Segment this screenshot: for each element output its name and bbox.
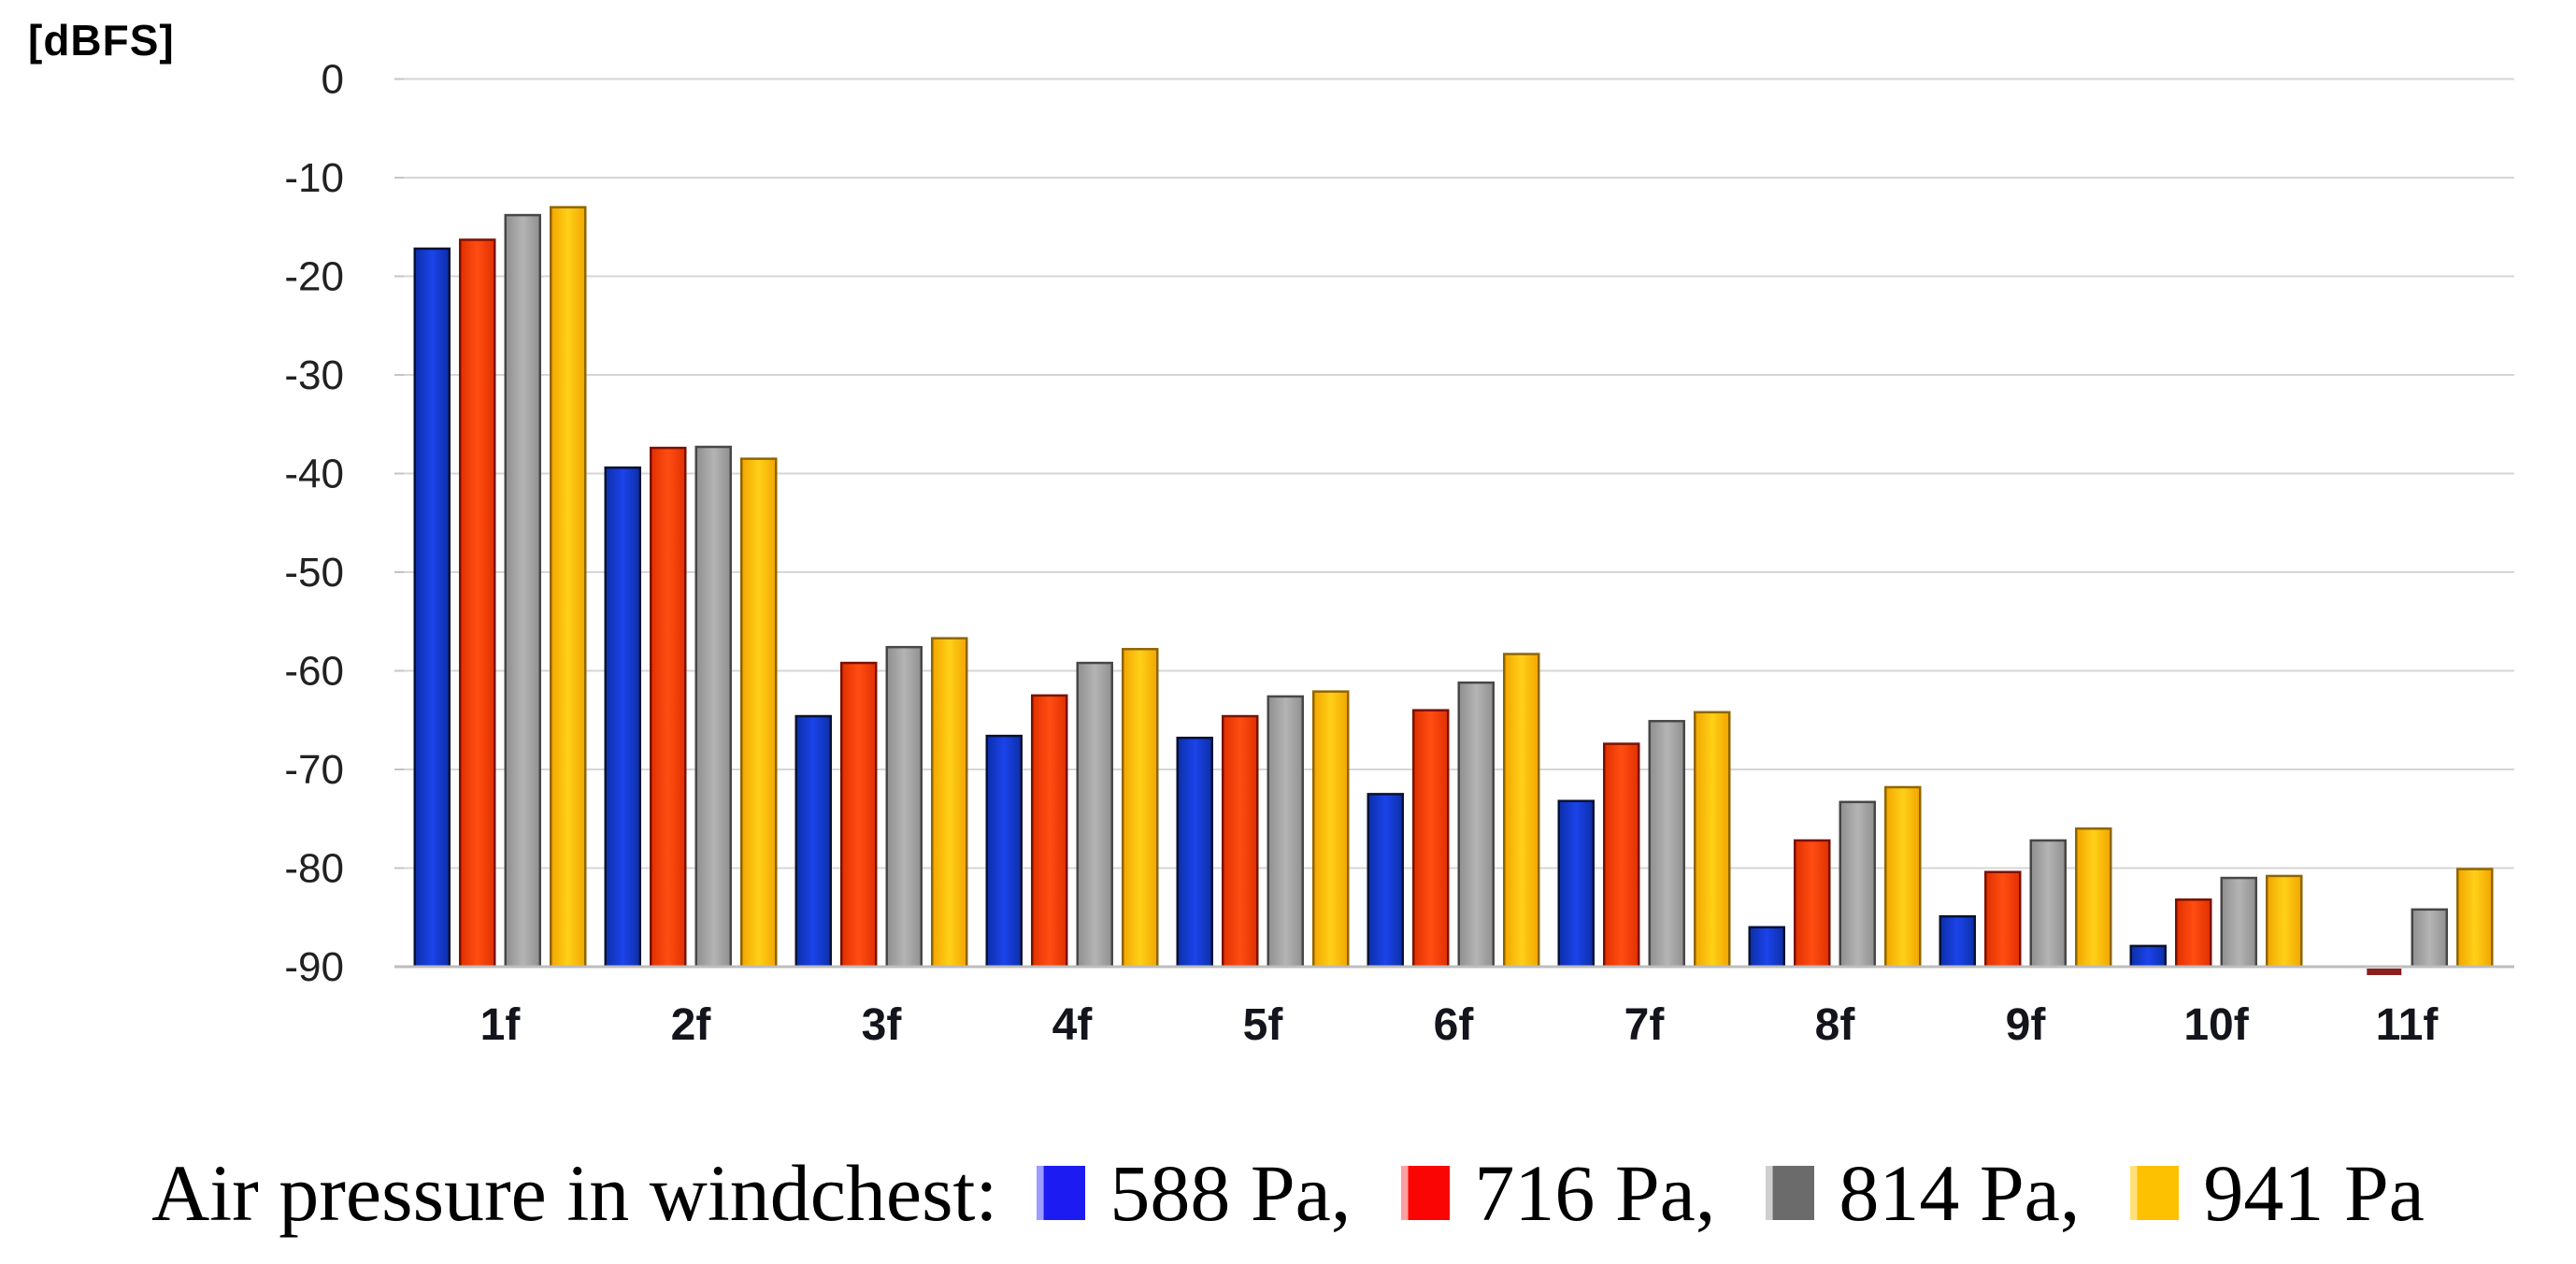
bar-7f-814Pa [1648,720,1685,969]
bar-9f-588Pa [1939,914,1976,969]
bar-7f-588Pa [1557,799,1595,969]
y-tick-label: -30 [284,352,344,398]
x-category-label-3f: 3f [862,1000,903,1050]
bar-11f-716Pa [2367,969,2402,975]
legend-label-814Pa: 814 Pa, [1839,1148,2081,1238]
bar-3f-941Pa [931,637,968,969]
bar-9f-941Pa [2075,827,2112,969]
x-category-label-11f: 11f [2376,1000,2440,1050]
legend-swatch-716Pa [1401,1166,1451,1220]
bar-3f-716Pa [840,661,878,969]
bar-1f-941Pa [550,206,587,969]
legend-swatch-941Pa [2130,1166,2180,1220]
bar-9f-716Pa [1984,870,2022,969]
bar-5f-588Pa [1176,736,1213,969]
bar-6f-814Pa [1457,681,1495,969]
y-tick-label: -40 [284,452,344,497]
bar-3f-588Pa [794,714,832,969]
bar-1f-716Pa [459,238,496,969]
bar-5f-941Pa [1312,690,1350,969]
bar-10f-716Pa [2175,898,2212,969]
bar-8f-716Pa [1794,839,1831,969]
bar-2f-588Pa [604,466,641,969]
legend-swatch-588Pa [1037,1166,1086,1220]
x-category-label-6f: 6f [1434,1000,1475,1050]
y-tick-label: -50 [284,550,344,596]
bar-11f-941Pa [2456,868,2494,969]
y-tick-label: -60 [284,649,344,695]
legend-label-588Pa: 588 Pa, [1109,1148,1352,1238]
bar-11f-814Pa [2411,908,2448,969]
x-category-label-5f: 5f [1243,1000,1284,1050]
bar-10f-941Pa [2266,874,2303,969]
bar-7f-941Pa [1694,711,1731,969]
x-category-label-4f: 4f [1052,1000,1094,1050]
caption-prefix: Air pressure in windchest: [151,1148,998,1238]
bar-6f-716Pa [1412,709,1450,969]
bar-6f-941Pa [1503,653,1540,969]
bar-4f-941Pa [1122,648,1159,969]
bar-2f-814Pa [694,445,732,969]
bar-10f-814Pa [2220,876,2257,969]
bar-5f-814Pa [1267,695,1304,969]
bar-6f-588Pa [1367,793,1404,969]
y-axis-unit-label: [dBFS] [28,16,175,65]
bar-4f-716Pa [1031,694,1068,969]
bar-5f-716Pa [1222,714,1259,969]
legend-item-941Pa: 941 Pa [2130,1146,2425,1240]
bar-1f-814Pa [504,213,541,969]
bar-2f-716Pa [650,446,687,969]
bar-8f-588Pa [1748,926,1785,969]
bar-7f-716Pa [1603,742,1640,969]
bar-4f-814Pa [1076,661,1113,969]
y-tick-label: 0 [322,57,344,103]
legend-label-941Pa: 941 Pa [2203,1148,2425,1238]
legend-items: 588 Pa, 716 Pa, 814 Pa, 941 Pa [1037,1146,2425,1240]
y-tick-label: -20 [284,254,344,300]
x-category-label-2f: 2f [671,1000,712,1050]
bar-9f-814Pa [2029,839,2067,969]
legend-label-716Pa: 716 Pa, [1474,1148,1716,1238]
bar-10f-588Pa [2129,944,2167,969]
x-category-label-9f: 9f [2006,1000,2047,1050]
x-category-label-7f: 7f [1624,1000,1666,1050]
bar-8f-814Pa [1839,800,1876,969]
y-tick-label: -70 [284,747,344,793]
legend-item-588Pa: 588 Pa, [1037,1146,1401,1240]
bar-3f-814Pa [885,645,923,969]
y-tick-label: -90 [284,944,344,990]
legend-item-716Pa: 716 Pa, [1401,1146,1766,1240]
y-tick-label: -10 [284,155,344,201]
x-category-label-8f: 8f [1815,1000,1856,1050]
x-category-label-10f: 10f [2183,1000,2249,1050]
legend-swatch-814Pa [1766,1166,1815,1220]
chart-caption-legend: Air pressure in windchest: 588 Pa, 716 Pa… [0,1146,2576,1240]
y-tick-label: -80 [284,846,344,892]
bar-2f-941Pa [740,457,778,969]
bar-4f-588Pa [985,734,1023,969]
bar-8f-941Pa [1884,785,1922,969]
legend-item-814Pa: 814 Pa, [1766,1146,2130,1240]
bar-1f-588Pa [413,247,451,969]
x-category-label-1f: 1f [480,1000,522,1050]
